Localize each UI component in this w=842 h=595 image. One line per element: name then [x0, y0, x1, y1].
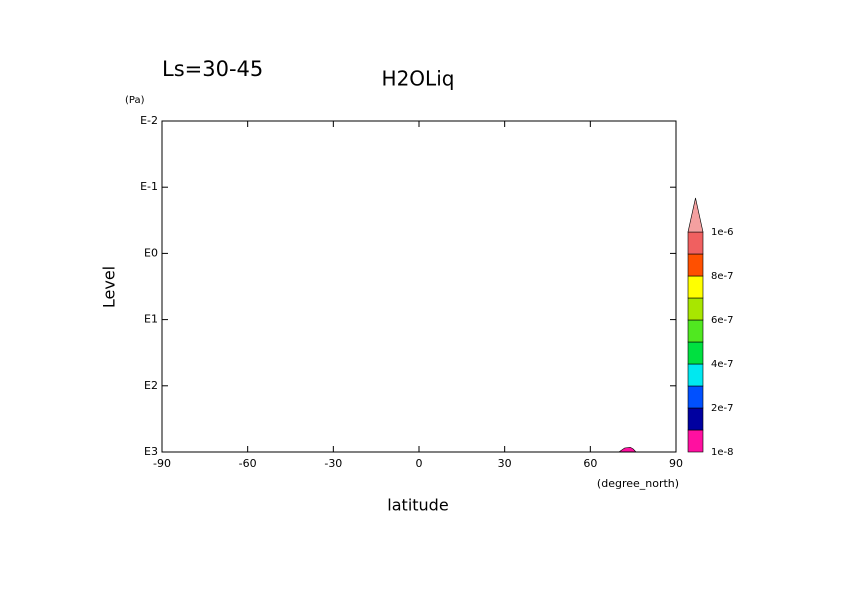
colorbar-box — [687, 231, 704, 255]
colorbar-box — [687, 319, 704, 343]
colorbar-label: 4e-7 — [711, 359, 734, 370]
colorbar-box — [687, 297, 704, 321]
colorbar-label: 1e-6 — [711, 227, 734, 238]
colorbar-box — [687, 253, 704, 277]
colorbar-box — [687, 385, 704, 409]
y-tick-label: E-2 — [140, 114, 158, 127]
y-axis-label: Level — [100, 266, 119, 308]
colorbar-box — [687, 429, 704, 453]
colorbar-label: 2e-7 — [711, 403, 734, 414]
subtitle: Ls=30-45 — [162, 57, 263, 81]
colorbar-box — [687, 341, 704, 365]
x-unit: (degree_north) — [597, 477, 679, 490]
y-tick-label: E1 — [144, 313, 158, 326]
x-axis-label: latitude — [387, 496, 448, 515]
y-tick-label: E-1 — [140, 180, 158, 193]
x-tick-label: 90 — [669, 457, 683, 470]
x-tick-label: -30 — [324, 457, 342, 470]
x-tick-label: 60 — [583, 457, 597, 470]
colorbar-label: 6e-7 — [711, 315, 734, 326]
colorbar-label: 1e-8 — [711, 447, 734, 458]
y-tick-label: E0 — [144, 246, 158, 259]
colorbar-label: 8e-7 — [711, 271, 734, 282]
x-tick-label: -60 — [239, 457, 257, 470]
chart-title: H2OLiq — [382, 67, 455, 91]
y-tick-label: E2 — [144, 379, 158, 392]
x-tick-label: 30 — [498, 457, 512, 470]
colorbar-box — [687, 407, 704, 431]
colorbar-box — [687, 275, 704, 299]
y-tick-label: E3 — [144, 445, 158, 458]
y-unit: (Pa) — [125, 95, 145, 106]
x-tick-label: 0 — [416, 457, 423, 470]
colorbar-extend — [687, 197, 704, 233]
x-tick-label: -90 — [153, 457, 171, 470]
colorbar-box — [687, 363, 704, 387]
